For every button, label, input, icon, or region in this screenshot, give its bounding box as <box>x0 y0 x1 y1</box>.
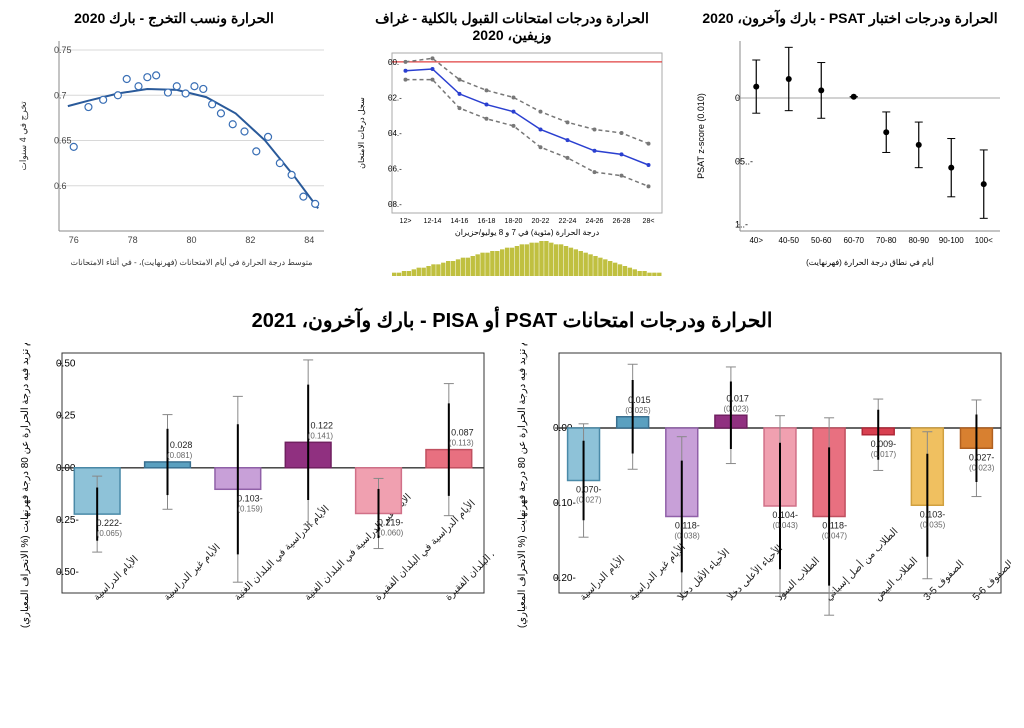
svg-text:أثر يوم تزيد فيه درجة الحرارة: أثر يوم تزيد فيه درجة الحرارة عن 80 درجة… <box>515 343 528 628</box>
svg-text:0.122: 0.122 <box>310 420 333 430</box>
svg-text:50-60: 50-60 <box>811 236 832 245</box>
svg-text:60-70: 60-70 <box>844 236 865 245</box>
svg-text:-0.118: -0.118 <box>822 521 847 531</box>
bar-right-panel: -0.20-0.100.00-0.070(0.027)الأيام الدراس… <box>511 343 1011 718</box>
bar-left-panel: -0.50-0.250.000.250.50-0.222(0.065)الأيا… <box>14 343 494 718</box>
svg-text:(0.060): (0.060) <box>377 528 403 537</box>
svg-text:(0.017): (0.017) <box>870 450 896 459</box>
svg-text:0.65: 0.65 <box>54 136 72 146</box>
svg-text:-0.118: -0.118 <box>674 521 699 531</box>
lines-chart: -.08-.06-.04-.02.00<1212-1414-1616-1818-… <box>352 48 672 288</box>
svg-text:0.50: 0.50 <box>56 358 76 369</box>
svg-text:-0.219: -0.219 <box>377 517 403 527</box>
svg-text:<40: <40 <box>749 236 763 245</box>
svg-text:-0.103: -0.103 <box>919 509 945 519</box>
svg-text:-0.104: -0.104 <box>772 510 798 520</box>
svg-text:0.7: 0.7 <box>54 90 67 100</box>
svg-text:الطلاب السود: الطلاب السود <box>774 555 822 603</box>
top-row: الحرارة ونسب التخرج - بارك 2020 0.60.650… <box>10 10 1014 293</box>
svg-text:الصفوف 5-3: الصفوف 5-3 <box>921 558 966 603</box>
svg-text:0.017: 0.017 <box>726 393 749 403</box>
svg-text:الأيام الدراسية: الأيام الدراسية <box>90 553 140 603</box>
svg-text:20-22: 20-22 <box>532 218 550 225</box>
lines-title: الحرارة ودرجات امتحانات القبول بالكلية -… <box>352 10 672 44</box>
svg-text:80: 80 <box>186 235 196 245</box>
svg-text:-0.070: -0.070 <box>575 485 601 495</box>
svg-text:24-26: 24-26 <box>586 218 604 225</box>
svg-text:(0.035): (0.035) <box>919 520 945 529</box>
svg-text:الطلاب البيض: الطلاب البيض <box>872 556 920 604</box>
svg-text:76: 76 <box>69 235 79 245</box>
svg-text:<12: <12 <box>400 218 412 225</box>
scatter-title: الحرارة ونسب التخرج - بارك 2020 <box>14 10 334 27</box>
svg-text:تخرج في 4 سنوات: تخرج في 4 سنوات <box>18 101 29 171</box>
svg-text:26-28: 26-28 <box>613 218 631 225</box>
svg-text:70-80: 70-80 <box>876 236 897 245</box>
svg-text:-0.103: -0.103 <box>237 493 263 503</box>
svg-text:14-16: 14-16 <box>451 218 469 225</box>
svg-text:(0.038): (0.038) <box>674 532 700 541</box>
svg-text:(0.023): (0.023) <box>723 404 749 413</box>
svg-text:>100: >100 <box>975 236 993 245</box>
svg-text:أيام في نطاق درجة الحرارة (فهر: أيام في نطاق درجة الحرارة (فهرنهايت) <box>806 256 934 267</box>
svg-text:84: 84 <box>304 235 314 245</box>
svg-text:متوسط درجة الحرارة في أيام الا: متوسط درجة الحرارة في أيام الامتحانات (ف… <box>71 256 313 267</box>
svg-text:(0.047): (0.047) <box>821 532 847 541</box>
svg-text:16-18: 16-18 <box>478 218 496 225</box>
svg-text:(0.113): (0.113) <box>448 439 473 448</box>
scatter-chart: 0.6 0.65 0.7 0.75 76 78 80 82 84 متوسط درجة الحرا… <box>14 31 334 271</box>
svg-text:(0.081): (0.081) <box>166 451 192 460</box>
svg-text:الأحياء الأقل دخلا: الأحياء الأقل دخلا <box>675 546 732 603</box>
svg-text:PSAT z-score (0.010): PSAT z-score (0.010) <box>696 93 706 179</box>
svg-text:0.6: 0.6 <box>54 181 67 191</box>
svg-text:12-14: 12-14 <box>424 218 442 225</box>
svg-text:0.015: 0.015 <box>628 395 651 405</box>
scatter-panel: الحرارة ونسب التخرج - بارك 2020 0.60.650… <box>14 10 334 293</box>
svg-text:0.028: 0.028 <box>169 440 192 450</box>
svg-text:الأيام غير الدراسية: الأيام غير الدراسية <box>161 541 223 603</box>
svg-text:78: 78 <box>128 235 138 245</box>
svg-text:-..1: -..1 <box>735 220 748 230</box>
svg-text:سجل درجات الامتحان: سجل درجات الامتحان <box>357 97 366 169</box>
psat-title: الحرارة ودرجات اختبار PSAT - بارك وآخرون… <box>690 10 1010 27</box>
bar-left-chart: -0.50-0.250.000.250.50-0.222(0.065)الأيا… <box>14 343 494 713</box>
psat-panel: الحرارة ودرجات اختبار PSAT - بارك وآخرون… <box>690 10 1010 293</box>
svg-text:18-20: 18-20 <box>505 218 523 225</box>
lines-panel: الحرارة ودرجات امتحانات القبول بالكلية -… <box>352 10 672 293</box>
svg-text:(0.023): (0.023) <box>969 463 995 472</box>
svg-text:-0.25: -0.25 <box>56 515 79 526</box>
svg-text:0.75: 0.75 <box>54 45 72 55</box>
svg-text:82: 82 <box>245 235 255 245</box>
svg-text:(0.065): (0.065) <box>96 529 122 538</box>
svg-text:-0.222: -0.222 <box>96 518 122 528</box>
svg-text:80-90: 80-90 <box>909 236 930 245</box>
svg-text:>28: >28 <box>643 218 655 225</box>
svg-text:(0.141): (0.141) <box>307 431 333 440</box>
bottom-row: -0.50-0.250.000.250.50-0.222(0.065)الأيا… <box>10 343 1014 718</box>
svg-text:(0.159): (0.159) <box>237 504 263 513</box>
svg-text:22-24: 22-24 <box>559 218 577 225</box>
svg-text:(0.027): (0.027) <box>576 496 602 505</box>
svg-text:-0.009: -0.009 <box>870 439 896 449</box>
svg-text:90-100: 90-100 <box>939 236 964 245</box>
bar-right-chart: -0.20-0.100.00-0.070(0.027)الأيام الدراس… <box>511 343 1011 713</box>
svg-text:0.25: 0.25 <box>56 411 76 422</box>
svg-text:-0.027: -0.027 <box>968 452 994 462</box>
svg-text:(0.043): (0.043) <box>772 521 798 530</box>
big-title: الحرارة ودرجات امتحانات PSAT أو PISA - ب… <box>10 308 1014 333</box>
svg-text:درجة الحرارة (مئوية) في 7 و 8: درجة الحرارة (مئوية) في 7 و 8 يوليو/حزير… <box>455 228 600 237</box>
svg-text:40-50: 40-50 <box>779 236 800 245</box>
svg-text:(0.025): (0.025) <box>625 406 651 415</box>
psat-chart: -..1-..050<4040-5050-6060-7070-8080-9090… <box>690 31 1010 271</box>
svg-text:الأيام الدراسية: الأيام الدراسية <box>577 553 627 603</box>
svg-text:أثر يوم تزيد فيه درجة الحرارة: أثر يوم تزيد فيه درجة الحرارة عن 80 درجة… <box>18 343 31 628</box>
svg-text:الصفوف 6-5: الصفوف 6-5 <box>970 558 1010 603</box>
svg-text:0.087: 0.087 <box>451 428 474 438</box>
